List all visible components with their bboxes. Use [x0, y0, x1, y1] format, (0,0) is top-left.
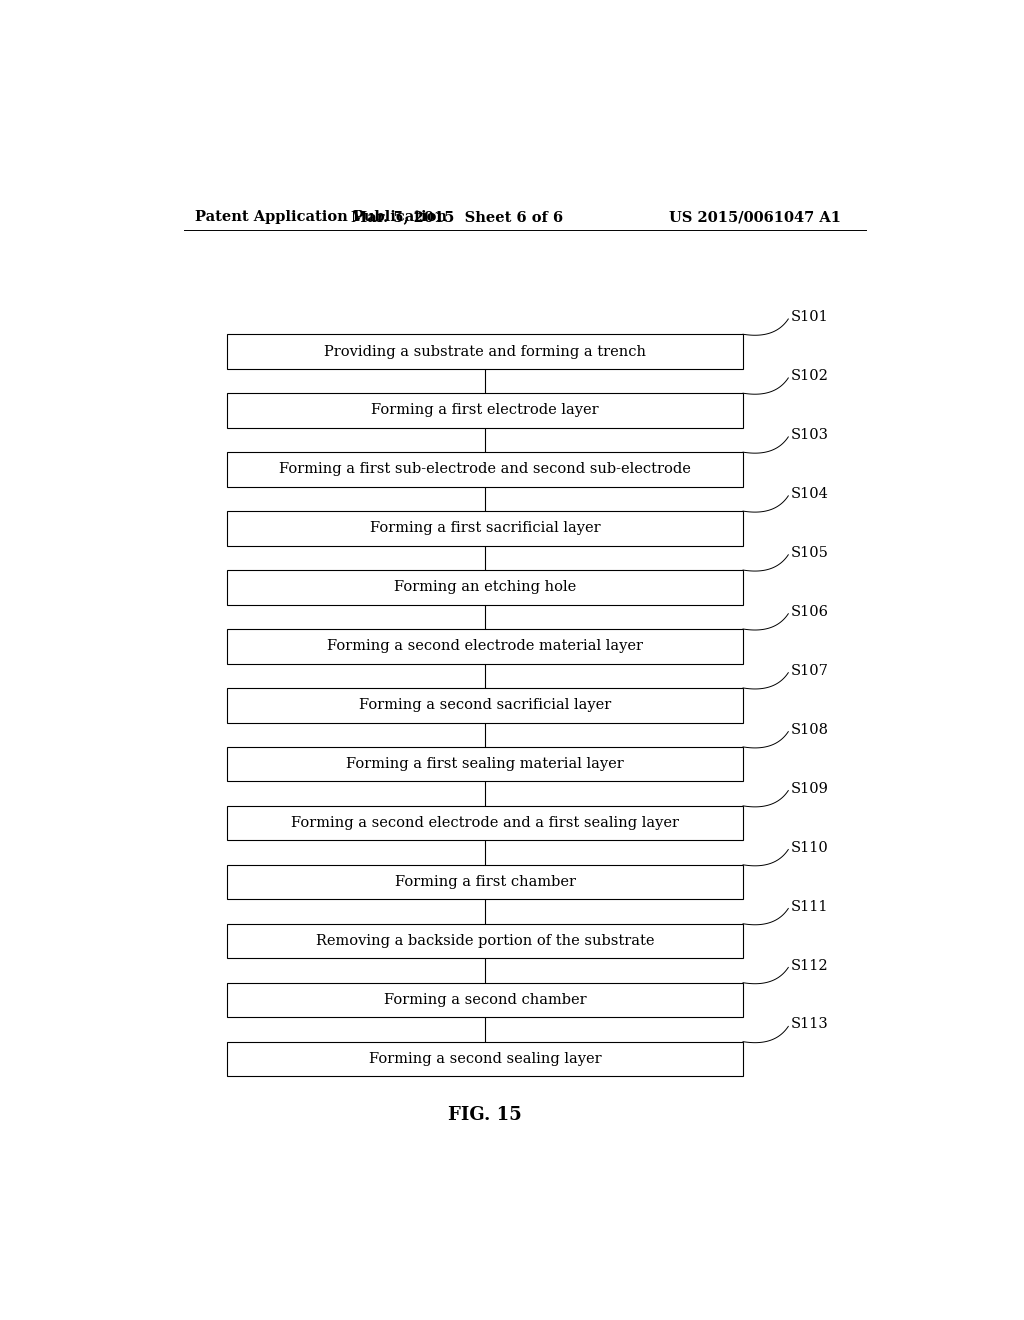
Bar	[227, 393, 743, 428]
Text: Forming a first chamber: Forming a first chamber	[394, 875, 575, 890]
Bar	[227, 982, 743, 1018]
Text: Forming a first electrode layer: Forming a first electrode layer	[372, 404, 599, 417]
Text: S102: S102	[791, 370, 828, 383]
Bar	[227, 805, 743, 841]
Text: Forming a first sealing material layer: Forming a first sealing material layer	[346, 758, 624, 771]
Text: Forming a second electrode material layer: Forming a second electrode material laye…	[327, 639, 643, 653]
Text: Forming a first sub-electrode and second sub-electrode: Forming a first sub-electrode and second…	[280, 462, 691, 477]
Text: S106: S106	[791, 605, 828, 619]
Text: S110: S110	[791, 841, 828, 854]
Bar	[227, 334, 743, 368]
Text: Forming a second sealing layer: Forming a second sealing layer	[369, 1052, 601, 1067]
Bar	[227, 747, 743, 781]
Bar	[227, 865, 743, 899]
Text: Forming a second chamber: Forming a second chamber	[384, 993, 587, 1007]
Bar	[227, 511, 743, 545]
Text: Mar. 5, 2015  Sheet 6 of 6: Mar. 5, 2015 Sheet 6 of 6	[351, 210, 563, 224]
Text: US 2015/0061047 A1: US 2015/0061047 A1	[669, 210, 841, 224]
Bar	[227, 924, 743, 958]
Text: Forming an etching hole: Forming an etching hole	[394, 581, 577, 594]
Text: S112: S112	[791, 958, 828, 973]
Text: S111: S111	[791, 900, 828, 913]
Bar	[227, 1041, 743, 1076]
Text: S101: S101	[791, 310, 828, 325]
Text: S104: S104	[791, 487, 828, 500]
Text: S105: S105	[791, 546, 828, 560]
Text: S103: S103	[791, 428, 828, 442]
Text: S107: S107	[791, 664, 828, 677]
Text: S109: S109	[791, 781, 828, 796]
Text: Forming a second sacrificial layer: Forming a second sacrificial layer	[359, 698, 611, 713]
Text: Forming a first sacrificial layer: Forming a first sacrificial layer	[370, 521, 600, 536]
Text: Patent Application Publication: Patent Application Publication	[196, 210, 447, 224]
Bar	[227, 630, 743, 664]
Text: FIG. 15: FIG. 15	[449, 1106, 522, 1123]
Text: S108: S108	[791, 723, 828, 737]
Bar	[227, 570, 743, 605]
Text: Forming a second electrode and a first sealing layer: Forming a second electrode and a first s…	[291, 816, 679, 830]
Bar	[227, 453, 743, 487]
Text: S113: S113	[791, 1018, 828, 1031]
Text: Providing a substrate and forming a trench: Providing a substrate and forming a tren…	[325, 345, 646, 359]
Bar	[227, 688, 743, 722]
Text: Removing a backside portion of the substrate: Removing a backside portion of the subst…	[315, 935, 654, 948]
